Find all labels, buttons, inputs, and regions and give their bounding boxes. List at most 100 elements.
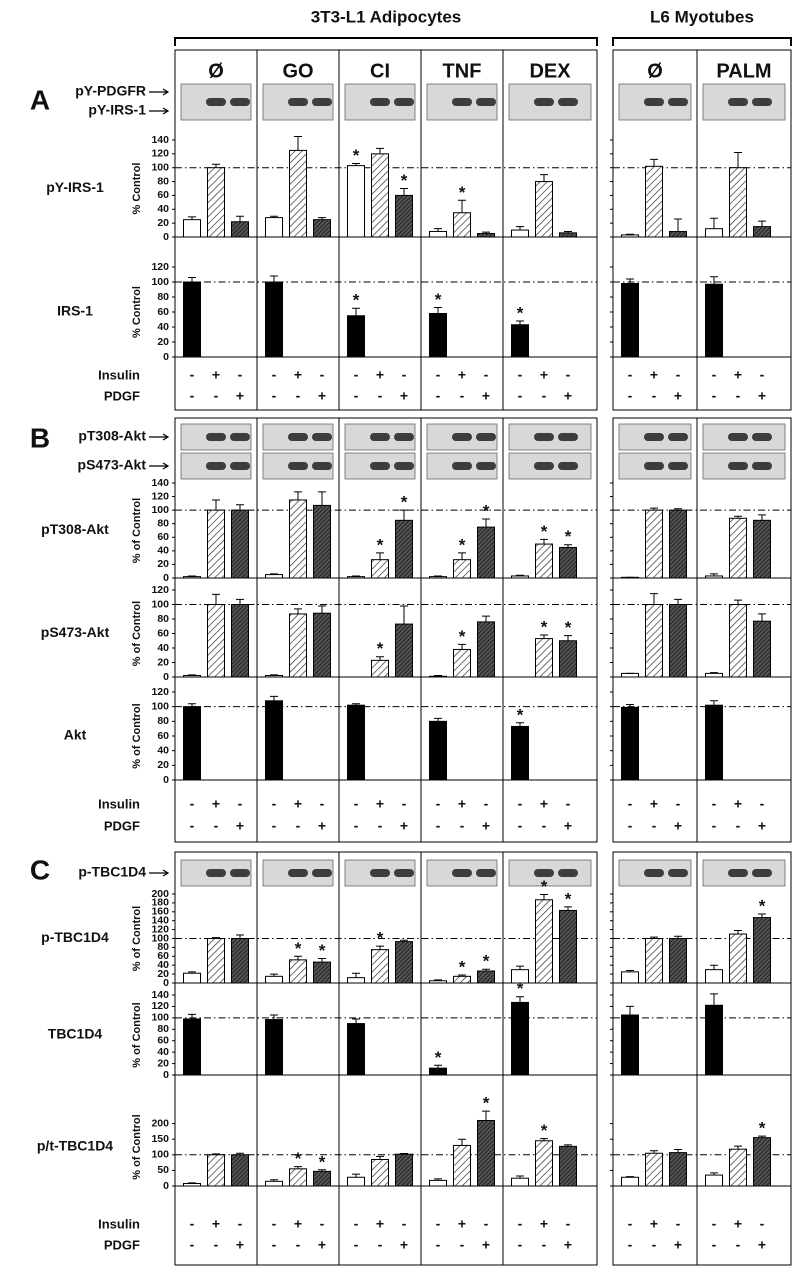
y-tick-label: 200 (151, 888, 169, 900)
error-bar (710, 217, 718, 229)
bar (559, 1145, 577, 1187)
bar (705, 672, 723, 678)
y-tick-label: 20 (157, 217, 169, 229)
error-bar (188, 216, 196, 220)
y-tick-label: 200 (151, 1117, 169, 1129)
significance-star: * (541, 617, 548, 636)
significance-star: * (565, 527, 572, 546)
blot-band (534, 462, 554, 470)
treatment-sign: + (376, 796, 384, 812)
blot-band (558, 462, 578, 470)
treatment-sign: - (238, 367, 243, 383)
treatment-sign: - (460, 818, 465, 834)
y-tick-label: 140 (151, 477, 169, 489)
blot-band (452, 433, 472, 441)
treatment-sign: - (712, 367, 717, 383)
error-bar (352, 972, 360, 978)
row-label: p/t-TBC1D4 (37, 1138, 113, 1154)
bar (511, 1001, 529, 1076)
error-bar (516, 320, 524, 325)
bar (511, 725, 529, 781)
bar (559, 640, 577, 678)
y-tick-label: 20 (157, 656, 169, 668)
blot-band (644, 869, 664, 877)
treatment-sign: - (272, 1237, 277, 1253)
error-bar (236, 598, 244, 605)
error-bar (352, 703, 360, 706)
bar (477, 526, 495, 579)
treatment-sign: - (484, 796, 489, 812)
bar (477, 1119, 495, 1187)
treatment-label: PDGF (104, 388, 140, 403)
treatment-sign: - (436, 388, 441, 404)
bar (429, 675, 447, 678)
treatment-sign: - (566, 367, 571, 383)
treatment-sign: + (236, 818, 244, 834)
y-tick-label: 60 (157, 306, 169, 318)
error-bar (758, 1135, 766, 1138)
y-tick-label: 40 (157, 321, 169, 333)
treatment-sign: + (400, 1237, 408, 1253)
y-tick-label: 150 (151, 1133, 169, 1145)
treatment-sign: - (354, 818, 359, 834)
y-tick-label: 60 (157, 627, 169, 639)
column-label: GO (282, 60, 313, 82)
significance-star: * (435, 1048, 442, 1067)
bar (453, 1144, 471, 1187)
treatment-sign: - (190, 1216, 195, 1232)
bar (621, 283, 639, 358)
y-tick-label: 100 (151, 1012, 169, 1024)
treatment-sign: - (272, 367, 277, 383)
error-bar (482, 231, 490, 234)
bar (535, 899, 553, 984)
significance-star: * (565, 889, 572, 908)
treatment-sign: + (376, 1216, 384, 1232)
treatment-sign: - (436, 1216, 441, 1232)
blot-band (668, 98, 688, 106)
bar (621, 706, 639, 781)
bar (231, 938, 249, 984)
blot-band (312, 433, 332, 441)
y-tick-label: 20 (157, 558, 169, 570)
bar (347, 704, 365, 781)
row-label: pS473-Akt (41, 624, 110, 640)
bar (645, 1152, 663, 1187)
treatment-sign: + (674, 388, 682, 404)
row-label: Akt (64, 727, 87, 743)
bar (289, 959, 307, 984)
treatment-sign: - (760, 796, 765, 812)
significance-star: * (541, 877, 548, 896)
blot-band (752, 869, 772, 877)
error-bar (212, 593, 220, 605)
error-bar (650, 158, 658, 167)
treatment-sign: + (212, 1216, 220, 1232)
y-tick-label: 40 (157, 642, 169, 654)
bar (705, 575, 723, 579)
error-bar (626, 1005, 634, 1015)
blot-band (668, 462, 688, 470)
treatment-sign: + (318, 818, 326, 834)
treatment-sign: + (212, 796, 220, 812)
treatment-sign: - (436, 796, 441, 812)
treatment-sign: - (296, 1237, 301, 1253)
blot-band (230, 433, 250, 441)
blot-arrow (149, 869, 170, 877)
error-bar (758, 220, 766, 227)
treatment-sign: + (318, 1237, 326, 1253)
treatment-sign: + (540, 796, 548, 812)
bar (265, 675, 283, 678)
treatment-sign: + (564, 1237, 572, 1253)
error-bar (294, 955, 302, 960)
significance-star: * (459, 535, 466, 554)
group-title: L6 Myotubes (650, 7, 754, 26)
treatment-sign: - (402, 367, 407, 383)
bar (705, 969, 723, 984)
blot-band (370, 869, 390, 877)
significance-star: * (401, 493, 408, 512)
treatment-sign: + (482, 818, 490, 834)
y-tick-label: 0 (163, 1069, 169, 1081)
column-label: DEX (529, 60, 571, 82)
blot-band (288, 869, 308, 877)
treatment-sign: - (652, 1237, 657, 1253)
treatment-sign: - (736, 388, 741, 404)
